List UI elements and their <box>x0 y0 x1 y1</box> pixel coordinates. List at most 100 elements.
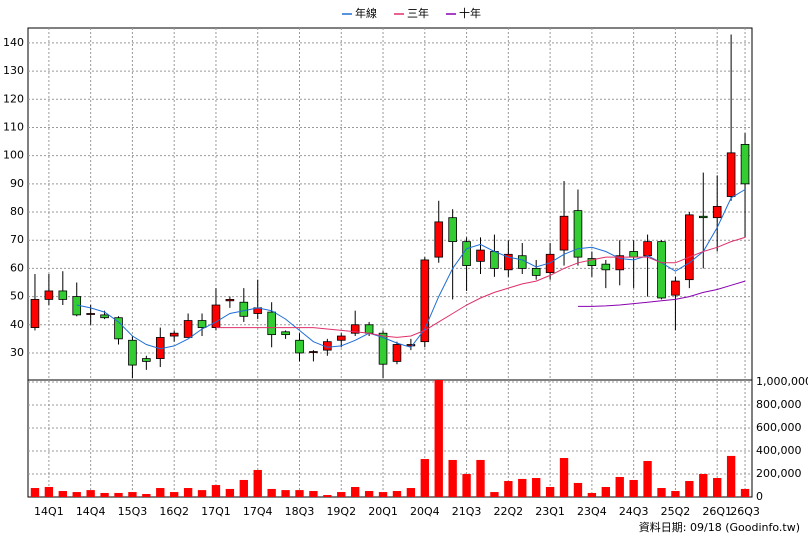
volume-bar <box>504 481 513 497</box>
volume-bar <box>518 478 527 497</box>
candle-body <box>197 320 207 328</box>
y-tick-label: 90 <box>10 177 24 190</box>
x-tick-label: 20Q1 <box>368 505 398 518</box>
volume-bar <box>30 488 40 497</box>
y-tick-label: 70 <box>10 233 24 246</box>
volume-bar <box>685 481 694 497</box>
x-tick-label: 22Q2 <box>494 505 524 518</box>
candle-body <box>629 251 638 258</box>
volume-bar <box>281 490 290 497</box>
volume-bar <box>615 476 624 497</box>
candle-body <box>364 324 374 334</box>
volume-bar <box>72 492 81 497</box>
candle-body <box>685 214 694 281</box>
x-tick-label: 25Q2 <box>661 505 691 518</box>
volume-bar <box>295 490 304 497</box>
volume-bar <box>559 458 569 497</box>
volume-bar <box>183 488 193 497</box>
candle-body <box>309 351 318 353</box>
x-tick-label: 14Q1 <box>34 505 64 518</box>
volume-bar <box>448 459 457 497</box>
volume-bar <box>545 486 555 497</box>
footnote: 資料日期: 09/18 (Goodinfo.tw) <box>639 520 800 534</box>
x-tick-label: 26Q3 <box>730 505 760 518</box>
candle-body <box>225 298 235 302</box>
candle-body <box>740 143 750 185</box>
volume-bar <box>128 492 137 497</box>
volume-bar <box>657 488 666 497</box>
candle-body <box>58 290 68 300</box>
ma-line <box>216 236 746 338</box>
candle-body <box>434 221 444 258</box>
candle-body <box>531 267 541 276</box>
candle-body <box>114 317 123 340</box>
candle-body <box>239 301 249 317</box>
volume-bar <box>86 490 95 497</box>
x-tick-label: 15Q3 <box>118 505 148 518</box>
candle-body <box>295 339 304 354</box>
volume-bar <box>713 478 722 497</box>
candle-body <box>462 241 471 266</box>
volume-tick-label: 800,000 <box>756 398 802 411</box>
x-tick-label: 23Q4 <box>577 505 607 518</box>
candle-body <box>726 152 736 197</box>
x-tick-label: 26Q1 <box>702 505 732 518</box>
volume-bar <box>462 473 471 497</box>
y-tick-label: 60 <box>10 261 24 274</box>
y-tick-label: 110 <box>3 120 24 133</box>
candle-body <box>698 215 708 219</box>
candle-body <box>406 344 416 347</box>
x-tick-label: 24Q3 <box>619 505 649 518</box>
volume-bar <box>142 494 151 497</box>
volume-bar <box>323 495 332 497</box>
candle-body <box>100 314 109 319</box>
candle-body <box>128 339 137 366</box>
candle-body <box>643 241 652 257</box>
candle-body <box>517 255 527 269</box>
candle-body <box>671 280 680 296</box>
volume-tick-label: 1,000,000 <box>756 375 808 388</box>
x-tick-label: 21Q3 <box>452 505 482 518</box>
volume-bar <box>476 459 485 497</box>
candle-body <box>211 304 221 328</box>
volume-bar <box>629 479 638 497</box>
candle-body <box>601 263 611 271</box>
volume-bar <box>378 492 388 497</box>
volume-bar <box>434 380 443 497</box>
candle-body <box>378 332 388 365</box>
candle-body <box>44 290 54 300</box>
volume-bar <box>156 488 165 497</box>
volume-bar <box>114 492 123 497</box>
candle-body <box>169 332 179 337</box>
volume-bar <box>100 492 109 497</box>
x-tick-label: 14Q4 <box>76 505 106 518</box>
volume-bar <box>197 490 207 497</box>
x-tick-label: 19Q2 <box>326 505 356 518</box>
legend-label: 三年 <box>407 6 429 20</box>
candle-body <box>350 324 360 334</box>
volume-bar <box>601 486 610 497</box>
y-tick-label: 80 <box>10 205 24 218</box>
volume-tick-label: 200,000 <box>756 467 802 480</box>
candle-body <box>142 358 151 362</box>
y-tick-label: 50 <box>10 290 24 303</box>
volume-tick-label: 600,000 <box>756 421 802 434</box>
volume-bar <box>643 460 652 497</box>
y-tick-label: 130 <box>3 64 24 77</box>
y-tick-label: 40 <box>10 318 24 331</box>
volume-bar <box>406 488 416 497</box>
x-tick-label: 17Q4 <box>243 505 273 518</box>
ma-line <box>578 280 746 307</box>
volume-bar <box>532 478 541 497</box>
candle-body <box>30 298 40 328</box>
volume-bar <box>211 485 221 497</box>
volume-bar <box>44 486 54 497</box>
candle-body <box>267 311 276 336</box>
candle-body <box>712 205 722 219</box>
volume-bar <box>58 491 67 497</box>
volume-bar <box>490 492 499 497</box>
candle-body <box>504 253 513 271</box>
candle-body <box>573 210 583 258</box>
y-tick-label: 140 <box>3 36 24 49</box>
